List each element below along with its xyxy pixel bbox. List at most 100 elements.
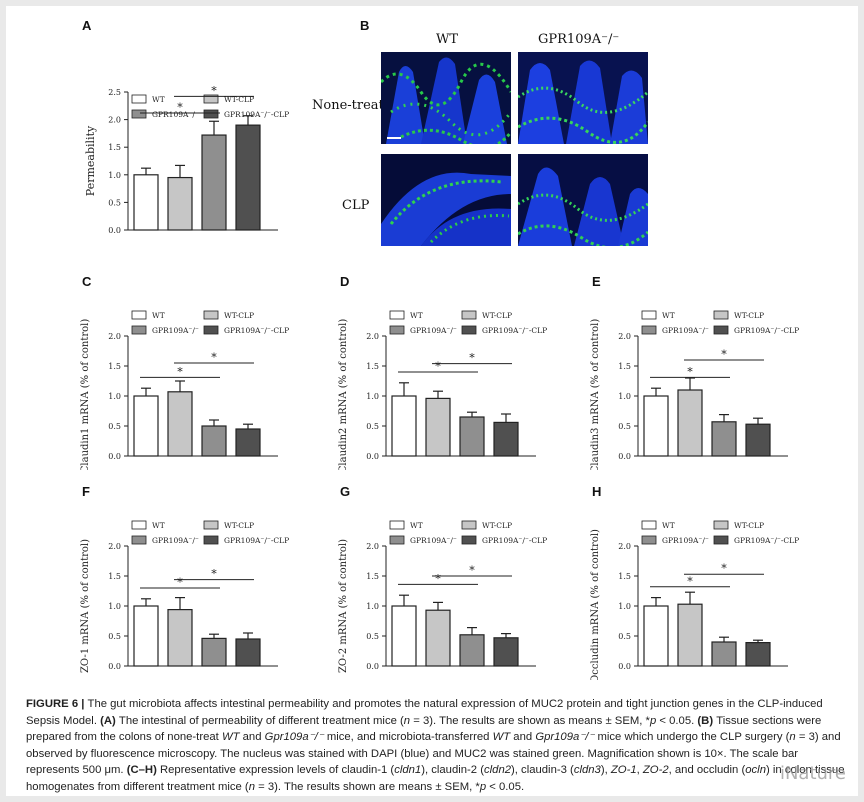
caption-segment: WT [492, 731, 511, 744]
y-tick-label: 1.5 [108, 362, 121, 371]
legend-label: GPR109A⁻/⁻-CLP [224, 326, 289, 335]
legend-swatch [203, 94, 219, 104]
y-tick-label: 1.0 [366, 392, 379, 401]
y-tick-label: 1.5 [618, 362, 631, 371]
caption-segment: ) in colon tissue homogenates from diffe… [26, 764, 845, 793]
y-tick-label: 0.0 [618, 452, 631, 461]
caption-segment: Gpr109a⁻/⁻ [264, 731, 324, 744]
legend-swatch [461, 520, 477, 530]
legend-swatch [641, 535, 657, 545]
legend-label: GPR109A⁻/⁻-CLP [482, 536, 547, 545]
legend-swatch [713, 310, 729, 320]
caption-segment: cldn1 [394, 764, 422, 777]
caption-segment: ), [600, 764, 611, 777]
y-axis-label: Occludin mRNA (% of control) [590, 529, 601, 680]
caption-segment: and [510, 731, 536, 744]
bar [745, 423, 771, 457]
bar [201, 425, 227, 457]
caption-segment: ZO-2 [642, 764, 669, 777]
legend-swatch [203, 535, 219, 545]
bar [711, 641, 737, 667]
legend-label: WT-CLP [482, 521, 512, 530]
caption-segment: n [248, 780, 255, 793]
row-label-clp: CLP [342, 198, 370, 213]
legend-label: WT [410, 521, 423, 530]
caption-segment: mice, and microbiota-transferred [323, 731, 493, 744]
col-label-gpr109a: GPR109A⁻/⁻ [538, 32, 620, 47]
col-label-wt: WT [436, 32, 459, 47]
legend-label: WT [662, 311, 675, 320]
caption-segment: ), claudin-3 ( [511, 764, 574, 777]
y-tick-label: 2.0 [108, 542, 121, 551]
chart-f: WT WT-CLP GPR109A⁻/⁻ GPR109A⁻/⁻-CLP 0.0 0.5 1.… [80, 520, 289, 673]
legend-label: GPR109A⁻/⁻ [410, 536, 457, 545]
chart-c: WT WT-CLP GPR109A⁻/⁻ GPR109A⁻/⁻-CLP 0.0 0.5 1.… [80, 310, 289, 473]
legend-swatch [713, 520, 729, 530]
y-tick-label: 0.5 [366, 422, 379, 431]
caption-segment: = 3). The results shown are means ± SEM,… [255, 780, 480, 793]
chart-h: WT WT-CLP GPR109A⁻/⁻ GPR109A⁻/⁻-CLP 0.0 0.5 1.… [590, 520, 799, 683]
caption-segment: WT [221, 731, 240, 744]
y-tick-label: 0.5 [366, 632, 379, 641]
caption-segment: (B) [697, 714, 717, 727]
y-axis-label: Claudin2 mRNA (% of control) [338, 319, 349, 470]
y-tick-label: 2.5 [108, 88, 121, 97]
bar [235, 638, 261, 667]
y-tick-label: 0.0 [366, 452, 379, 461]
bar [643, 605, 669, 667]
caption-segment: Gpr109a⁻/⁻ [535, 731, 595, 744]
y-tick-label: 1.5 [618, 572, 631, 581]
bar [711, 421, 737, 457]
significance-star: * [435, 572, 441, 585]
bar [425, 609, 451, 667]
bar [167, 391, 193, 457]
legend-label: WT-CLP [734, 311, 764, 320]
legend-label: GPR109A⁻/⁻-CLP [224, 110, 289, 119]
legend-label: WT [152, 311, 165, 320]
bar [133, 395, 159, 457]
y-axis-label: Claudin3 mRNA (% of control) [590, 319, 601, 470]
significance-star: * [211, 568, 217, 581]
bar [201, 637, 227, 667]
y-tick-label: 0.0 [108, 662, 121, 671]
micrograph-gpr109a-clp [518, 154, 648, 246]
legend-swatch [713, 535, 729, 545]
y-tick-label: 1.5 [366, 572, 379, 581]
y-tick-label: 0.0 [618, 662, 631, 671]
significance-star: * [687, 365, 693, 378]
caption-segment: = 3) and observed by fluorescence micros… [26, 731, 841, 777]
legend-label: WT-CLP [734, 521, 764, 530]
bar [201, 134, 227, 231]
y-axis-label: Permeability [84, 125, 97, 196]
y-tick-label: 1.5 [366, 362, 379, 371]
y-tick-label: 2.0 [108, 332, 121, 341]
legend-swatch [131, 535, 147, 545]
panel-g: G WT WT-CLP GPR109A⁻/⁻ GPR109A⁻/⁻-CLP 0.0 0.5… [324, 484, 576, 680]
caption-segment: (C–H) [126, 764, 160, 777]
significance-star: * [687, 575, 693, 588]
caption-segment: and [239, 731, 265, 744]
legend-swatch [389, 310, 405, 320]
bar [677, 603, 703, 667]
legend-swatch [203, 325, 219, 335]
y-axis-label: ZO-1 mRNA (% of control) [80, 539, 91, 673]
significance-star: * [177, 365, 183, 378]
watermark: iNature [779, 763, 846, 784]
legend-label: WT-CLP [224, 521, 254, 530]
caption-segment: , and occludin ( [668, 764, 746, 777]
caption-segment: cldn3 [573, 764, 601, 777]
bar [643, 395, 669, 457]
legend-swatch [203, 109, 219, 119]
legend-swatch [389, 325, 405, 335]
panel-e: E WT WT-CLP GPR109A⁻/⁻ GPR109A⁻/⁻-CLP 0.0 0.5… [576, 274, 828, 473]
legend-label: GPR109A⁻/⁻-CLP [482, 326, 547, 335]
y-tick-label: 1.0 [618, 392, 631, 401]
legend-label: GPR109A⁻/⁻ [662, 326, 709, 335]
y-tick-label: 1.0 [108, 392, 121, 401]
panel-b: B WT GPR109A⁻/⁻ None-treat CLP [306, 18, 656, 254]
significance-star: * [211, 84, 217, 97]
legend-swatch [203, 520, 219, 530]
y-tick-label: 1.0 [108, 602, 121, 611]
caption-segment: Representative expression levels of clau… [159, 764, 395, 777]
panel-label: G [340, 484, 351, 499]
